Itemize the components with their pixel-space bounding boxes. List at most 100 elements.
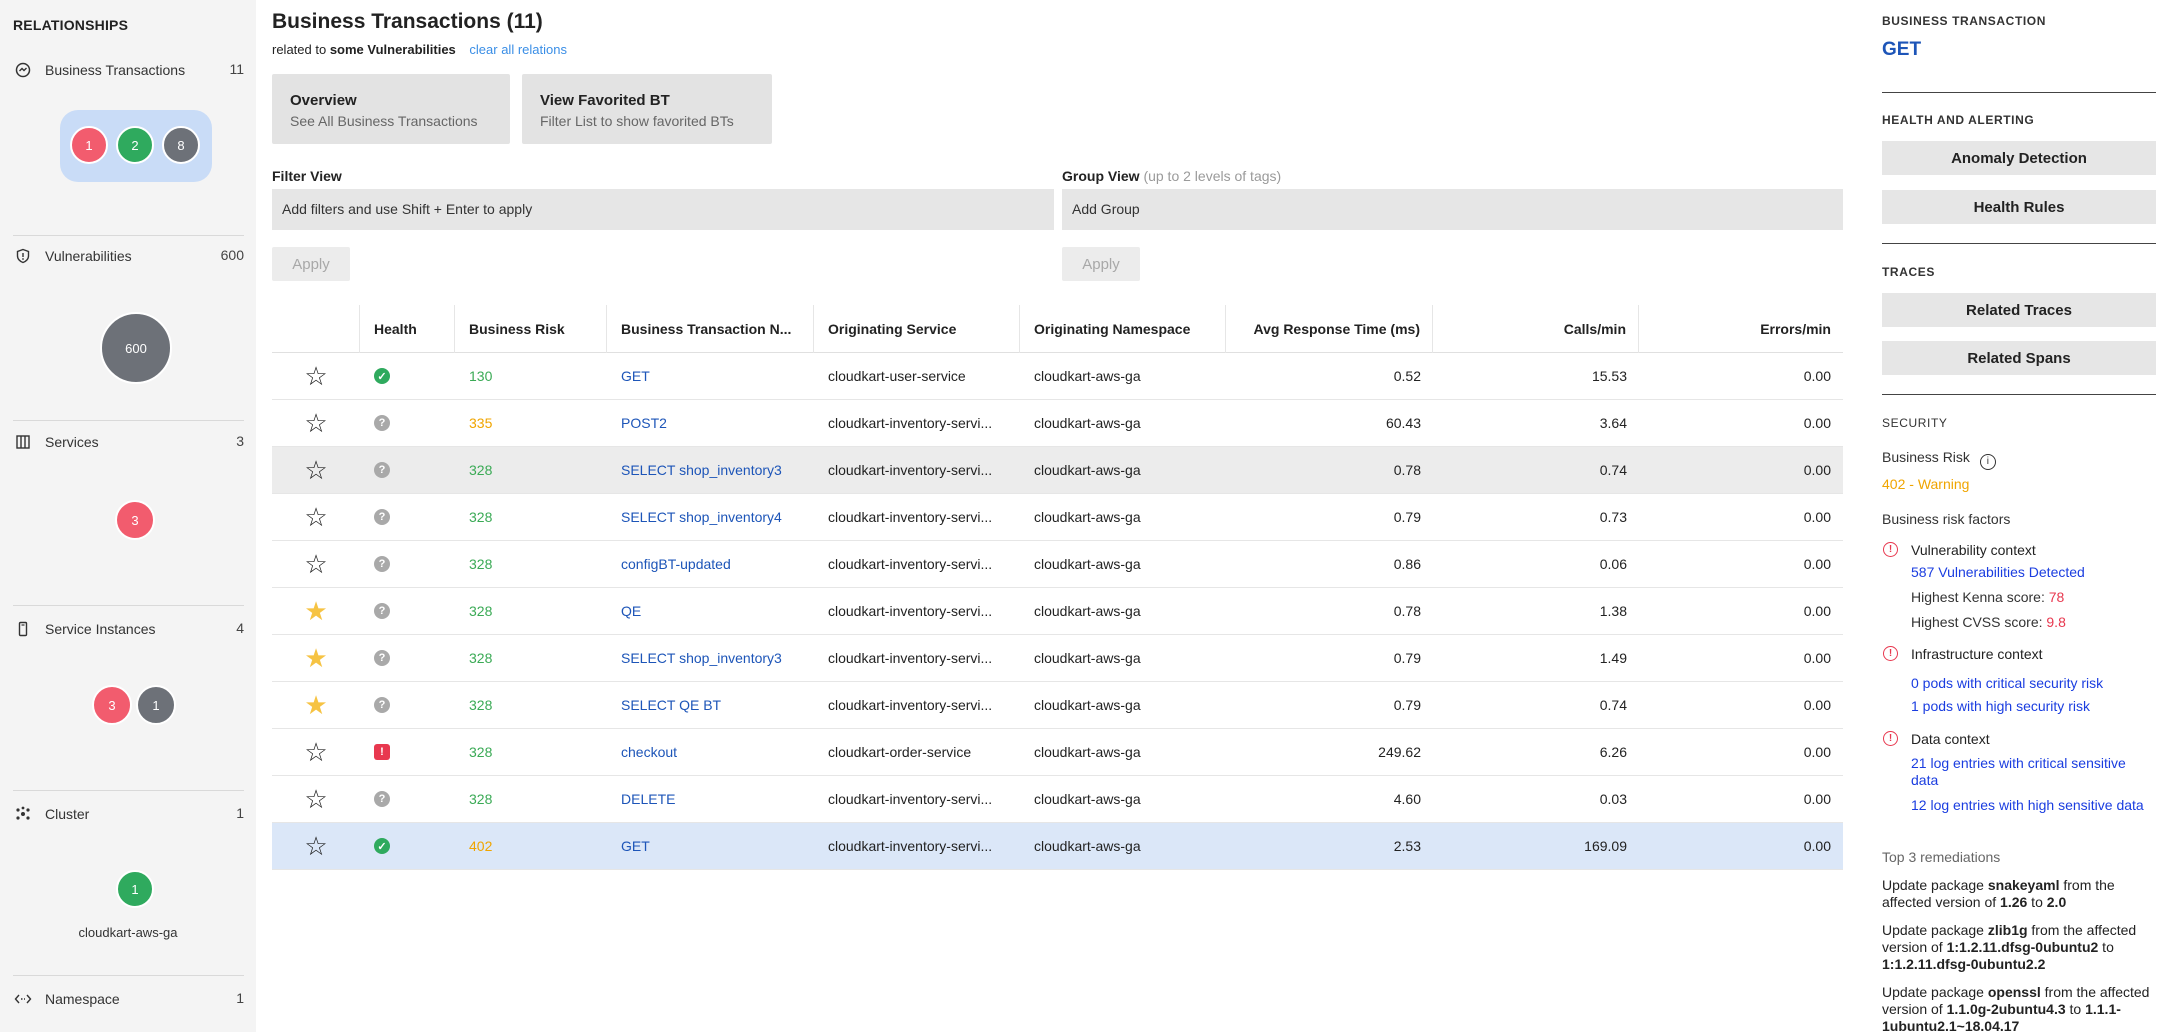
filter-input[interactable]: Add filters and use Shift + Enter to app… — [272, 189, 1054, 230]
star-outline-icon[interactable]: ☆ — [304, 737, 328, 767]
security-heading: SECURITY — [1882, 416, 1948, 430]
services-bubble[interactable]: 3 — [115, 500, 155, 540]
divider — [13, 790, 244, 791]
bt-name-link[interactable]: DELETE — [621, 791, 676, 807]
instances-bubble-critical[interactable]: 3 — [92, 685, 132, 725]
bt-bubble-group[interactable]: 1 2 8 — [60, 110, 212, 182]
favorite-cell: ☆ — [272, 729, 360, 775]
rel-vulnerabilities[interactable]: Vulnerabilities 600 — [13, 244, 244, 268]
risk-bubble-low[interactable]: 2 — [116, 126, 154, 164]
originating-service-cell: cloudkart-inventory-servi... — [828, 556, 993, 572]
errors-min-cell: 0.00 — [1803, 650, 1831, 666]
rel-namespace[interactable]: Namespace 1 — [13, 987, 244, 1011]
instances-bubble-unknown[interactable]: 1 — [136, 685, 176, 725]
col-calls-min[interactable]: Calls/min — [1433, 305, 1639, 353]
risk-bubble-critical[interactable]: 1 — [70, 126, 108, 164]
health-heading: HEALTH AND ALERTING — [1882, 113, 2035, 127]
col-favorite — [272, 305, 360, 353]
col-avg-response-time[interactable]: Avg Response Time (ms) — [1226, 305, 1433, 353]
star-outline-icon[interactable]: ☆ — [304, 502, 328, 532]
star-outline-icon[interactable]: ☆ — [304, 831, 328, 861]
pods-high-link[interactable]: 1 pods with high security risk — [1911, 698, 2090, 714]
alert-circle-icon: ! — [1883, 542, 1898, 557]
star-outline-icon[interactable]: ☆ — [304, 784, 328, 814]
table-row[interactable]: ☆ ✓ 130 GET cloudkart-user-service cloudkart-… — [272, 353, 1843, 400]
table-row[interactable]: ☆! 328 checkout cloudkart-order-service clou… — [272, 729, 1843, 776]
rel-cluster[interactable]: Cluster 1 — [13, 802, 244, 826]
health-unknown-icon: ? — [374, 603, 390, 619]
star-outline-icon[interactable]: ☆ — [304, 408, 328, 438]
vulnerability-bubble[interactable]: 600 — [100, 312, 172, 384]
table-row[interactable]: ☆? 328 SELECT shop_inventory3 cloudkart-inv… — [272, 447, 1843, 494]
calls-min-cell: 3.64 — [1599, 415, 1627, 431]
filter-apply-button[interactable]: Apply — [272, 247, 350, 281]
bt-name-link[interactable]: SELECT QE BT — [621, 697, 722, 713]
bt-name-link[interactable]: SELECT shop_inventory4 — [621, 509, 782, 525]
bt-name-link[interactable]: configBT-updated — [621, 556, 731, 572]
table-row[interactable]: ☆? 335 POST2 cloudkart-inventory-servi... cl… — [272, 400, 1843, 447]
table-row[interactable]: ★? 328 SELECT QE BT cloudkart-inventory-ser… — [272, 682, 1843, 729]
overview-card[interactable]: Overview See All Business Transactions — [272, 74, 510, 144]
star-outline-icon[interactable]: ☆ — [304, 455, 328, 485]
col-health[interactable]: Health — [360, 305, 455, 353]
rel-service-instances[interactable]: Service Instances 4 — [13, 617, 244, 641]
remediation-item: Update package snakeyaml from the affect… — [1882, 877, 2115, 910]
clear-relations-link[interactable]: clear all relations — [469, 42, 567, 57]
bt-name-link[interactable]: POST2 — [621, 415, 667, 431]
table-row[interactable]: ☆ ✓ 402 GET cloudkart-inventory-servi... clou… — [272, 823, 1843, 870]
originating-service-cell: cloudkart-inventory-servi... — [828, 697, 993, 713]
table-row[interactable]: ★? 328 QE cloudkart-inventory-servi... cloud… — [272, 588, 1843, 635]
divider — [13, 235, 244, 236]
business-risk-cell: 328 — [469, 791, 493, 807]
col-originating-service[interactable]: Originating Service — [814, 305, 1020, 353]
star-filled-icon[interactable]: ★ — [304, 596, 328, 626]
star-outline-icon[interactable]: ☆ — [304, 361, 328, 391]
col-bt-name[interactable]: Business Transaction N... — [607, 305, 814, 353]
pods-critical-link[interactable]: 0 pods with critical security risk — [1911, 675, 2104, 691]
rel-business-transactions[interactable]: Business Transactions 11 — [13, 58, 244, 82]
group-input[interactable]: Add Group — [1062, 189, 1843, 230]
table-row[interactable]: ★? 328 SELECT shop_inventory3 cloudkart-inv… — [272, 635, 1843, 682]
cluster-bubble[interactable]: 1 — [116, 870, 154, 908]
related-traces-button[interactable]: Related Traces — [1882, 293, 2156, 327]
card-title: View Favorited BT — [540, 92, 670, 109]
vulnerabilities-detected-link[interactable]: 587 Vulnerabilities Detected — [1911, 564, 2085, 580]
bt-name: GET — [1882, 39, 1922, 60]
info-icon[interactable]: i — [1979, 453, 1996, 470]
favorited-bt-card[interactable]: View Favorited BT Filter List to show fa… — [522, 74, 772, 144]
remediations-label: Top 3 remediations — [1882, 849, 2001, 865]
anomaly-detection-button[interactable]: Anomaly Detection — [1882, 141, 2156, 175]
table-row[interactable]: ☆? 328 DELETE cloudkart-inventory-servi... c… — [272, 776, 1843, 823]
table-row[interactable]: ☆? 328 SELECT shop_inventory4 cloudkart-inv… — [272, 494, 1843, 541]
related-spans-button[interactable]: Related Spans — [1882, 341, 2156, 375]
table-header: Health Business Risk Business Transactio… — [272, 305, 1843, 353]
log-high-link[interactable]: 12 log entries with high sensitive data — [1911, 797, 2144, 813]
star-filled-icon[interactable]: ★ — [304, 643, 328, 673]
avg-response-cell: 60.43 — [1385, 415, 1421, 431]
group-apply-button[interactable]: Apply — [1062, 247, 1140, 281]
star-filled-icon[interactable]: ★ — [304, 690, 328, 720]
business-transaction-icon — [13, 60, 33, 80]
bt-name-link[interactable]: checkout — [621, 744, 678, 760]
originating-service-cell: cloudkart-inventory-servi... — [828, 650, 993, 666]
avg-response-cell: 0.79 — [1393, 509, 1421, 525]
bt-name-link[interactable]: SELECT shop_inventory3 — [621, 462, 782, 478]
divider — [1882, 394, 2156, 395]
originating-service-cell: cloudkart-user-service — [828, 368, 966, 384]
rel-count: 600 — [220, 247, 244, 263]
bt-name-link[interactable]: GET — [621, 838, 650, 854]
col-business-risk[interactable]: Business Risk — [455, 305, 607, 353]
col-originating-namespace[interactable]: Originating Namespace — [1020, 305, 1226, 353]
bt-name-link[interactable]: GET — [621, 368, 650, 384]
table-row[interactable]: ☆? 328 configBT-updated cloudkart-inventory… — [272, 541, 1843, 588]
log-critical-link[interactable]: 21 log entries with critical sensitive d… — [1911, 755, 2126, 788]
star-outline-icon[interactable]: ☆ — [304, 549, 328, 579]
rel-services[interactable]: Services 3 — [13, 430, 244, 454]
bt-name-link[interactable]: SELECT shop_inventory3 — [621, 650, 782, 666]
risk-factors-label: Business risk factors — [1882, 511, 2011, 527]
col-errors-min[interactable]: Errors/min — [1760, 321, 1831, 337]
risk-bubble-unknown[interactable]: 8 — [162, 126, 200, 164]
errors-min-cell: 0.00 — [1803, 603, 1831, 619]
health-rules-button[interactable]: Health Rules — [1882, 190, 2156, 224]
bt-name-link[interactable]: QE — [621, 603, 642, 619]
